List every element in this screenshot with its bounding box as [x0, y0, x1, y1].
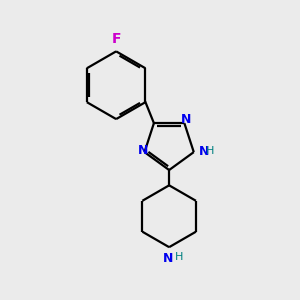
Text: F: F — [111, 32, 121, 46]
Text: N: N — [163, 253, 173, 266]
Text: N: N — [199, 145, 209, 158]
Text: H: H — [206, 146, 214, 156]
Text: N: N — [181, 113, 191, 126]
Text: N: N — [138, 144, 148, 157]
Text: H: H — [175, 253, 183, 262]
